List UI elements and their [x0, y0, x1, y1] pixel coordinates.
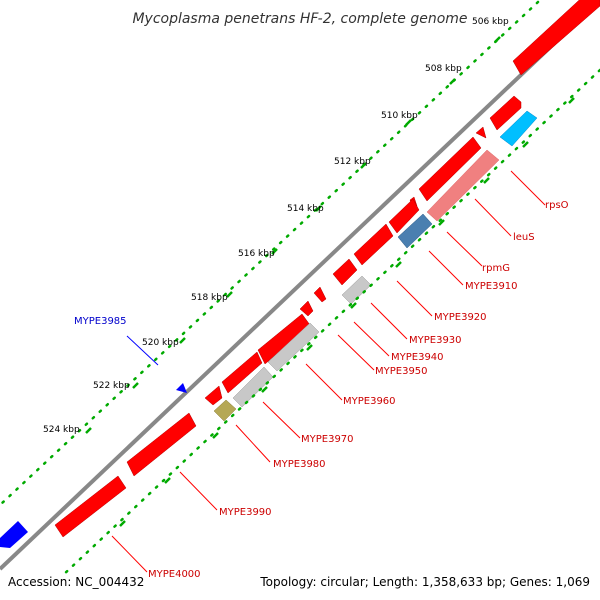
- tick-mark: [315, 205, 322, 212]
- gene-arrow: [313, 286, 327, 303]
- tick-mark: [271, 248, 278, 255]
- tick-label: 518 kbp: [191, 293, 228, 303]
- tick-label: 524 kbp: [43, 425, 80, 435]
- genome-backbone: [0, 0, 600, 571]
- leader-line: [353, 321, 390, 357]
- gene-label-leaders: [111, 170, 546, 573]
- tick-mark: [164, 477, 171, 484]
- inner-tick-marks: [119, 97, 575, 527]
- gene-label-MYPE3920: MYPE3920: [434, 312, 487, 323]
- leader-line: [446, 231, 483, 267]
- tick-mark: [438, 219, 445, 226]
- dark-blue-feature: [397, 213, 433, 249]
- outer-tick-ring: [0, 0, 540, 507]
- gene-arrow: [512, 0, 600, 76]
- tick-label: 512 kbp: [334, 157, 371, 167]
- forward-strand-features: [54, 0, 600, 538]
- topology-text: Topology: circular; Length: 1,358,633 bp…: [259, 575, 590, 589]
- gene-arrow: [388, 198, 420, 234]
- tick-mark: [449, 78, 456, 85]
- gene-label-MYPE3940: MYPE3940: [391, 352, 444, 363]
- blue-feature: [176, 383, 187, 393]
- tick-mark: [85, 427, 92, 434]
- leader-line-blue: [126, 335, 159, 366]
- gene-arrow: [54, 475, 127, 538]
- leader-line: [235, 424, 271, 463]
- tick-mark: [261, 386, 268, 393]
- gene-arrow: [489, 95, 522, 131]
- tick-mark: [395, 261, 402, 268]
- map-title: Mycoplasma penetrans HF-2, complete geno…: [132, 11, 467, 27]
- tick-mark: [405, 119, 412, 126]
- gene-arrow: [126, 412, 197, 477]
- gene-arrow: [418, 136, 482, 202]
- gene-label-MYPE3980: MYPE3980: [273, 459, 326, 470]
- accession-text: Accession: NC_004432: [8, 575, 144, 589]
- tick-label: 508 kbp: [425, 64, 462, 74]
- leader-line: [428, 250, 464, 286]
- leader-line: [510, 170, 546, 206]
- tick-mark: [522, 141, 529, 148]
- tick-mark: [119, 520, 126, 527]
- gene-label-MYPE3930: MYPE3930: [409, 335, 462, 346]
- gene-label-MYPE3970: MYPE3970: [301, 434, 354, 445]
- gene-label-rpsO: rpsO: [545, 200, 569, 211]
- gene-label-MYPE3960: MYPE3960: [343, 396, 396, 407]
- gene-label-MYPE3990: MYPE3990: [219, 507, 272, 518]
- tick-label: 522 kbp: [93, 381, 130, 391]
- cyan-feature: [499, 110, 538, 147]
- tick-mark: [360, 162, 367, 169]
- gene-label-MYPE3910: MYPE3910: [465, 281, 518, 292]
- inner-tick-ring: [60, 68, 600, 578]
- tick-label: 510 kbp: [381, 111, 418, 121]
- gene-label-rpmG: rpmG: [482, 263, 510, 274]
- gene-label-leuS: leuS: [513, 232, 535, 243]
- tick-mark: [179, 337, 186, 344]
- gene-arrow: [353, 223, 394, 266]
- olive-feature: [213, 399, 237, 422]
- light-red-feature: [426, 149, 500, 222]
- gene-arrow: [204, 385, 223, 406]
- gene-arrow: [332, 258, 358, 286]
- leader-line: [111, 535, 148, 573]
- gene-arrow: [221, 351, 263, 394]
- leader-line: [370, 302, 408, 340]
- leader-line: [179, 471, 218, 511]
- tick-mark: [212, 432, 219, 439]
- tick-label: 516 kbp: [238, 249, 275, 259]
- tick-mark: [306, 344, 313, 351]
- tick-mark: [483, 177, 490, 184]
- leader-line: [305, 363, 343, 401]
- tick-label: 514 kbp: [287, 204, 324, 214]
- gene-label-MYPE4000: MYPE4000: [148, 569, 201, 580]
- gene-label-MYPE3950: MYPE3950: [375, 366, 428, 377]
- tick-mark: [132, 382, 139, 389]
- leader-line: [262, 401, 301, 439]
- leader-line: [474, 198, 512, 237]
- gene-arrow: [475, 126, 487, 139]
- tick-label: 520 kbp: [142, 338, 179, 348]
- outer-tick-marks: [85, 36, 501, 434]
- blue-feature: [0, 521, 28, 548]
- tick-mark: [568, 97, 575, 104]
- tick-mark: [226, 291, 233, 298]
- gene-labels: rpsO leuS rpmG MYPE3910 MYPE3920 MYPE393…: [148, 200, 569, 580]
- grey-feature: [267, 322, 320, 372]
- leader-line: [337, 334, 375, 371]
- tick-label: 506 kbp: [472, 17, 509, 27]
- leader-line: [396, 280, 433, 317]
- tick-mark: [494, 36, 501, 43]
- gene-arrow: [299, 300, 314, 317]
- tick-mark: [350, 302, 357, 309]
- gene-label-MYPE3985: MYPE3985: [74, 316, 127, 327]
